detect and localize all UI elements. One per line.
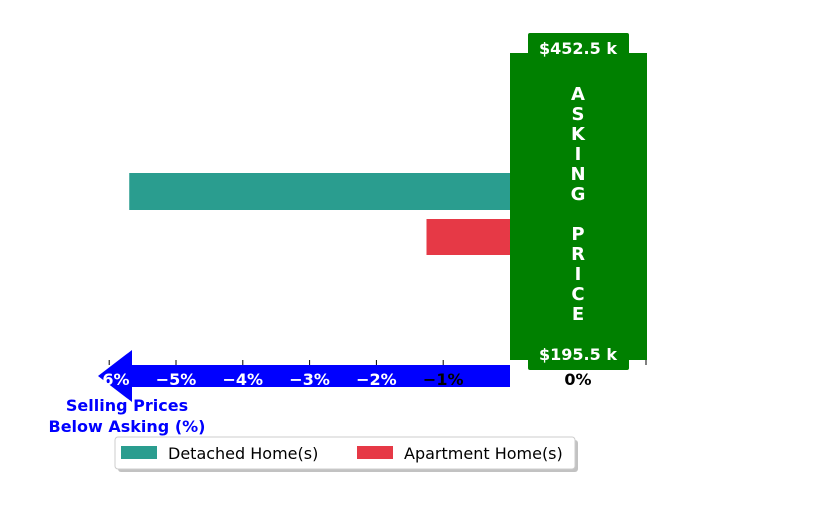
legend-label-apartment: Apartment Home(s) (404, 444, 563, 463)
bar-apartment-home-s (426, 219, 510, 255)
bars (129, 173, 511, 255)
asking-price-letter: S (572, 104, 585, 125)
asking-price-letter: I (575, 264, 582, 285)
arrow-label-line1: Selling Prices (66, 396, 188, 415)
legend: Detached Home(s) Apartment Home(s) (114, 436, 578, 472)
asking-price-top-label: $452.5 k (539, 39, 617, 58)
x-tick-label: −2% (356, 370, 397, 389)
asking-price-letter: P (571, 224, 584, 245)
bar-detached-home-s (129, 173, 511, 210)
asking-price-letter: E (572, 304, 584, 325)
asking-price-letter: I (575, 144, 582, 165)
legend-swatch-apartment (357, 446, 393, 459)
asking-price-letter: C (571, 284, 584, 305)
x-tick-label: −4% (223, 370, 264, 389)
x-tick-label: −3% (289, 370, 330, 389)
asking-price-panel (510, 53, 647, 360)
legend-swatch-detached (121, 446, 157, 459)
arrow-label-line2: Below Asking (%) (49, 417, 206, 436)
asking-price-top-box (528, 33, 629, 60)
x-axis-ticks: −6% −5% −4% −3% −2% −1% 0% (89, 360, 647, 389)
x-tick-label: −1% (423, 370, 464, 389)
x-tick-label: −6% (89, 370, 130, 389)
asking-price-letter: A (571, 84, 585, 105)
asking-price-letter: G (571, 184, 586, 205)
x-tick-label: 0% (564, 370, 591, 389)
asking-price-bottom-label: $195.5 k (539, 345, 617, 364)
below-asking-arrow (98, 350, 510, 402)
legend-label-detached: Detached Home(s) (168, 444, 318, 463)
asking-price-bottom-box (528, 343, 629, 370)
asking-price-letter: K (571, 124, 586, 145)
asking-price-letter: N (570, 164, 585, 185)
asking-price-letter: R (571, 244, 585, 265)
x-tick-label: −5% (156, 370, 197, 389)
